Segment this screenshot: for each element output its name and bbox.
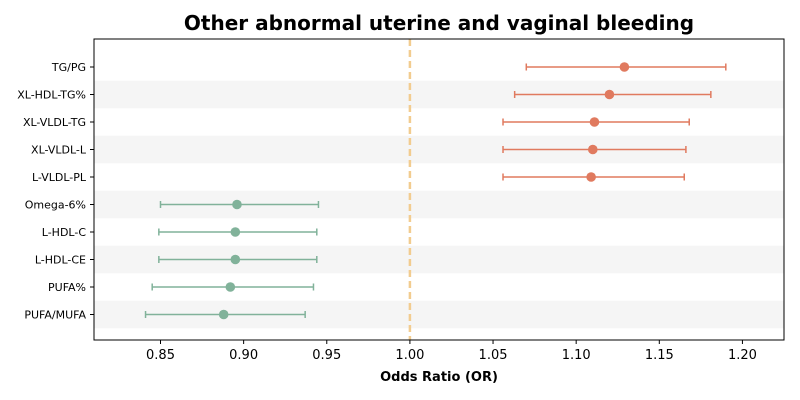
or-point xyxy=(586,172,596,182)
y-tick-label: XL-VLDL-L xyxy=(31,144,87,157)
forest-row xyxy=(502,144,687,155)
forest-row xyxy=(525,62,727,72)
y-tick-label: TG/PG xyxy=(51,61,86,74)
x-tick-label: 1.05 xyxy=(479,348,508,363)
or-point xyxy=(225,282,236,292)
or-point xyxy=(589,117,600,127)
forest-row xyxy=(513,89,712,100)
axes: TG/PG XL-HDL-TG% XL-VLDL-TG XL-VLDL-L L-VLDL… xyxy=(17,38,785,363)
y-tick-label: Omega-6% xyxy=(25,199,86,212)
forest-row xyxy=(502,172,685,182)
plot-frame xyxy=(93,38,785,341)
or-point xyxy=(232,199,242,210)
x-tick-label: 0.85 xyxy=(146,348,175,363)
data-marks xyxy=(144,62,727,320)
or-point xyxy=(619,62,630,72)
or-point xyxy=(230,227,241,237)
y-tick-label: L-HDL-CE xyxy=(35,254,86,267)
or-point xyxy=(587,144,598,155)
y-tick-label: L-HDL-C xyxy=(42,226,87,239)
x-tick-label: 1.00 xyxy=(395,348,424,363)
x-axis-label: Odds Ratio (OR) xyxy=(380,370,498,385)
forest-row xyxy=(144,309,306,320)
forest-row xyxy=(159,199,320,210)
y-tick-label: XL-VLDL-TG xyxy=(23,116,86,129)
x-tick-label: 1.20 xyxy=(728,348,757,363)
forest-row xyxy=(151,282,315,292)
or-point xyxy=(218,309,229,320)
or-point xyxy=(604,89,615,100)
x-tick-label: 1.15 xyxy=(645,348,674,363)
forest-row xyxy=(158,227,318,237)
or-point xyxy=(230,254,241,265)
x-tick-label: 0.90 xyxy=(229,348,258,363)
forest-row xyxy=(502,117,690,127)
y-tick-label: PUFA% xyxy=(48,281,86,294)
forest-row xyxy=(158,254,318,265)
x-tick-label: 0.95 xyxy=(312,348,341,363)
y-tick-label: L-VLDL-PL xyxy=(32,171,87,184)
chart-title: Other abnormal uterine and vaginal bleed… xyxy=(184,11,694,35)
y-tick-label: PUFA/MUFA xyxy=(24,309,86,322)
y-tick-label: XL-HDL-TG% xyxy=(17,89,86,102)
x-tick-label: 1.10 xyxy=(562,348,591,363)
